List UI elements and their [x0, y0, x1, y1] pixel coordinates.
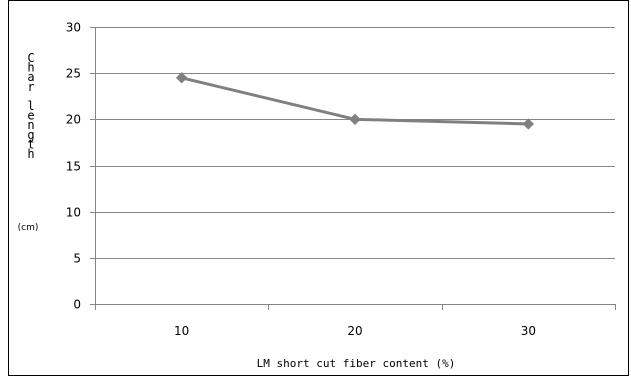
y-tick-label: 10 [66, 206, 81, 220]
y-axis-label-char: g [27, 128, 34, 142]
x-tick-label: 20 [347, 324, 362, 338]
y-axis-label-char: r [27, 80, 34, 94]
y-axis-label-char: h [27, 147, 34, 161]
x-tick-labels: 10 20 30 [174, 324, 536, 338]
y-axis-unit: (cm) [18, 223, 39, 233]
chart-frame [8, 0, 629, 376]
y-tick-label: 5 [73, 252, 81, 266]
data-markers [175, 72, 535, 130]
y-tick-label: 0 [73, 298, 81, 312]
x-tick-label: 30 [521, 324, 536, 338]
data-point-marker [175, 72, 188, 84]
y-axis-label-char: a [27, 70, 34, 84]
y-tick-label: 20 [66, 113, 81, 127]
y-tick-label: 25 [66, 67, 81, 81]
gridlines [95, 27, 615, 259]
y-tick-labels: 0 5 10 15 20 25 30 [66, 21, 81, 312]
axes [90, 27, 616, 310]
x-tick-label: 10 [174, 324, 189, 338]
y-tick-label: 30 [66, 21, 81, 35]
y-axis-label-char: l [27, 99, 34, 113]
y-axis-label-char: n [27, 118, 34, 132]
data-point-marker [522, 118, 535, 130]
data-point-marker [349, 113, 361, 126]
y-axis-label-char: C [27, 51, 34, 65]
x-axis-label: LM short cut fiber content (%) [257, 357, 456, 370]
y-tick-label: 15 [66, 160, 81, 174]
y-axis-label-char: e [27, 109, 34, 123]
y-axis-label-char: h [27, 61, 34, 75]
y-axis-label-char: t [27, 137, 34, 151]
